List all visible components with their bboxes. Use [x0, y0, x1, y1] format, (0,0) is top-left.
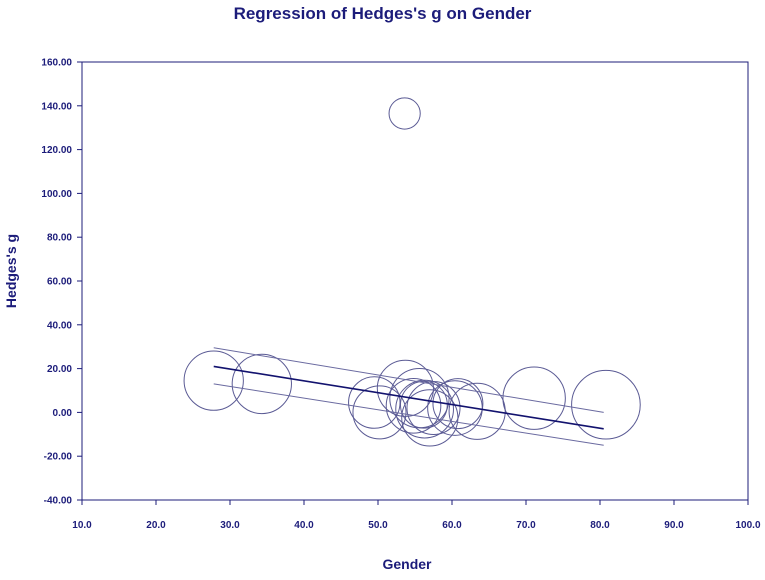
study-point — [352, 385, 407, 440]
x-axis-ticks: 10.0 20.0 30.0 40.0 50.0 60.0 70.0 80.0 90.0 100.… — [72, 500, 761, 531]
study-point — [406, 381, 461, 436]
regression-line — [213, 365, 604, 430]
y-tick-label: 120.00 — [41, 145, 72, 156]
study-point — [399, 380, 448, 429]
y-axis-ticks: -40.00 -20.00 0.00 20.00 40.00 60.00 80.00 100.… — [41, 58, 82, 507]
regression-lines — [213, 347, 604, 446]
study-point — [348, 376, 401, 429]
x-tick-label: 30.0 — [220, 520, 240, 531]
study-point — [385, 378, 442, 434]
x-tick-label: 10.0 — [72, 520, 92, 531]
x-tick-label: 20.0 — [146, 520, 166, 531]
x-tick-label: 70.0 — [516, 520, 536, 531]
y-tick-label: 100.00 — [41, 189, 72, 200]
study-point — [183, 350, 244, 411]
x-tick-label: 90.0 — [664, 520, 684, 531]
y-tick-label: 160.00 — [41, 58, 72, 69]
study-point — [395, 379, 454, 439]
y-tick-label: -20.00 — [44, 452, 73, 463]
study-point — [376, 359, 434, 417]
x-tick-label: 80.0 — [590, 520, 610, 531]
x-tick-label: 100.0 — [735, 520, 760, 531]
y-tick-label: 40.00 — [47, 320, 72, 331]
x-tick-label: 60.0 — [442, 520, 462, 531]
x-axis-label: Gender — [382, 556, 432, 572]
y-tick-label: 140.00 — [41, 101, 72, 112]
study-point — [502, 366, 566, 430]
ci-lower-line — [213, 383, 604, 446]
y-tick-label: 20.00 — [47, 364, 72, 375]
x-tick-label: 40.0 — [294, 520, 314, 531]
data-points — [183, 97, 641, 447]
y-tick-label: -40.00 — [44, 496, 73, 507]
study-point — [231, 353, 292, 415]
plot-border — [81, 61, 749, 501]
study-point — [448, 382, 506, 440]
study-point — [432, 378, 484, 430]
y-axis-label: Hedges's g — [3, 234, 19, 308]
study-point — [388, 97, 421, 130]
chart-title: Regression of Hedges's g on Gender — [233, 4, 532, 23]
study-point — [571, 369, 641, 440]
plot-frame — [81, 61, 749, 501]
y-tick-label: 80.00 — [47, 233, 72, 244]
y-tick-label: 60.00 — [47, 277, 72, 288]
x-tick-label: 50.0 — [368, 520, 388, 531]
ci-upper-line — [213, 347, 604, 413]
y-tick-label: 0.00 — [53, 408, 73, 419]
